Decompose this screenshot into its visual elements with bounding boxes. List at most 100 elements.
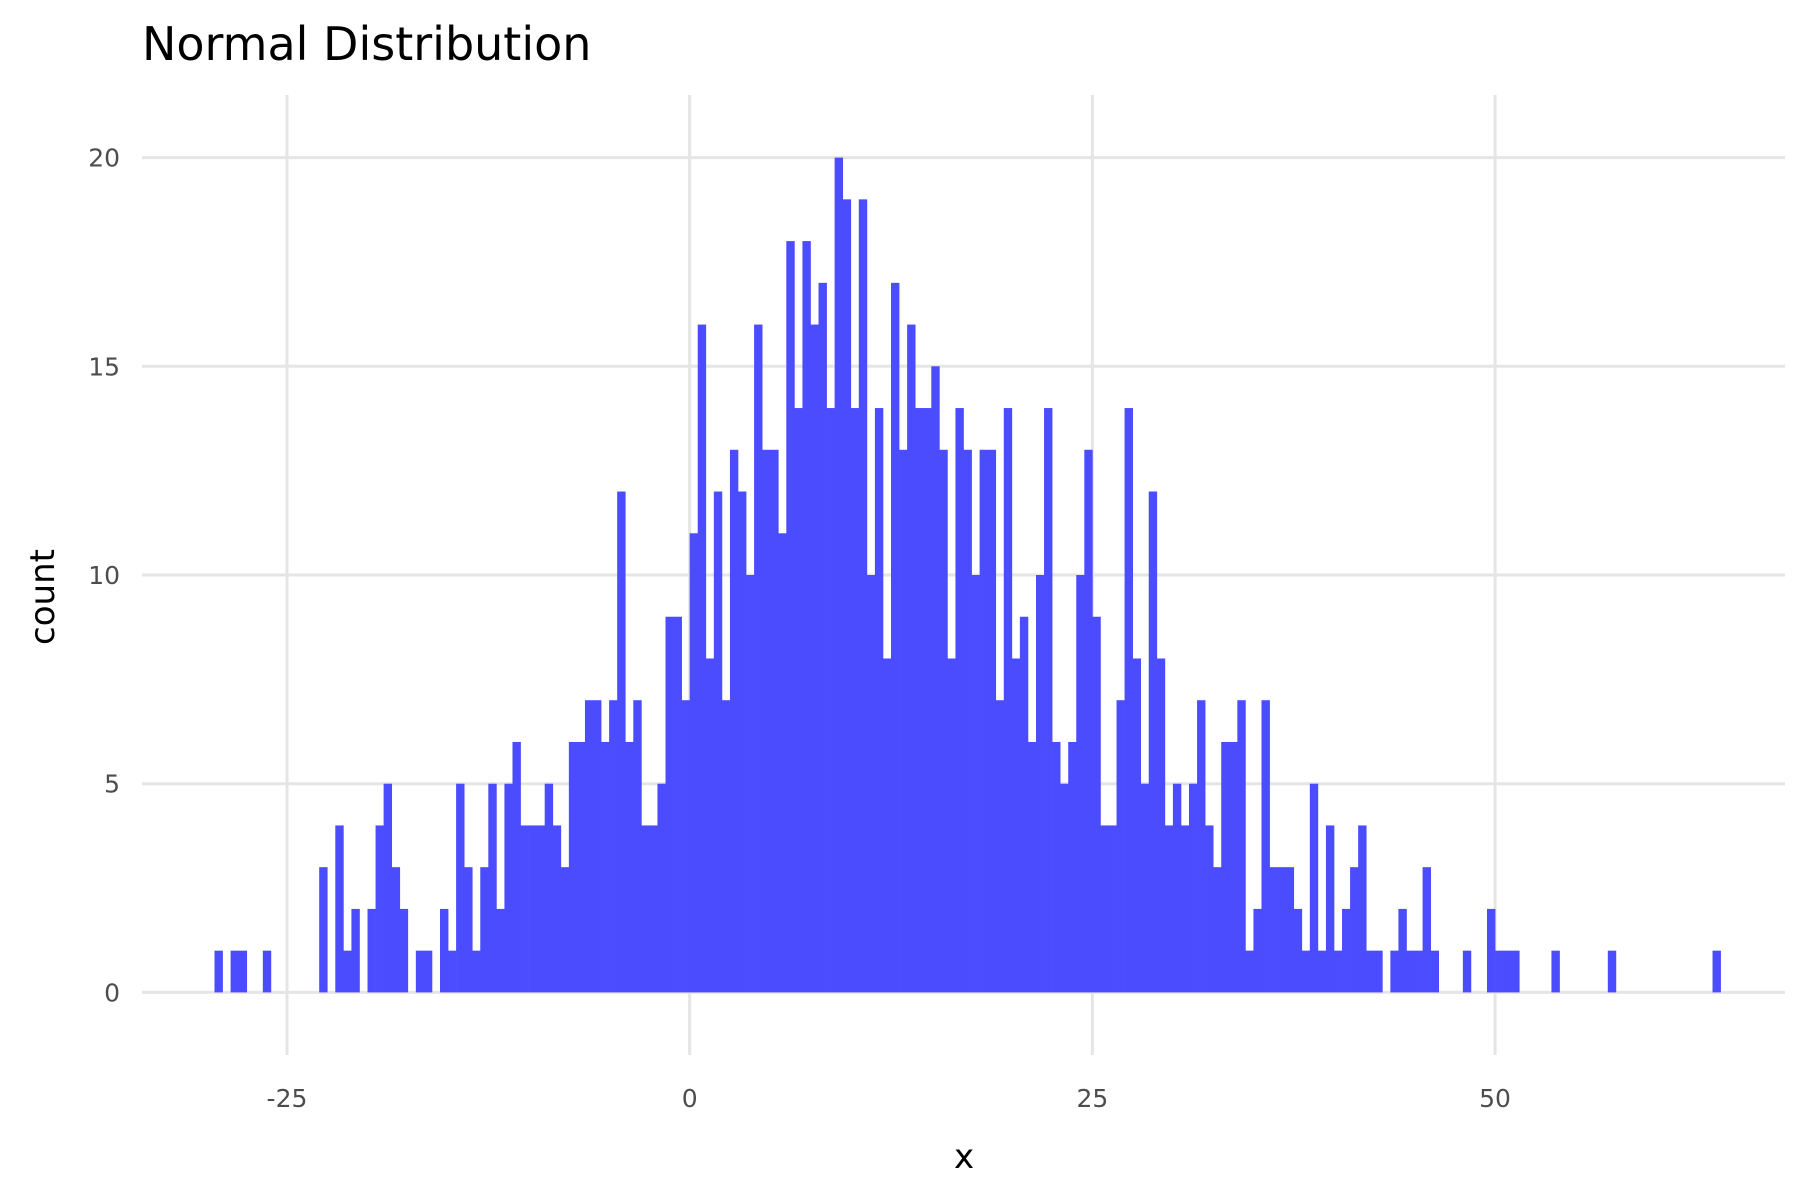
histogram-bar [1019,616,1029,993]
histogram-bar [1172,783,1182,993]
histogram-bar [971,575,980,993]
histogram-bar [1100,825,1109,993]
histogram-bars [214,157,1721,993]
histogram-bar [1503,950,1512,993]
histogram-bar [818,282,827,993]
histogram-bar [987,449,997,993]
histogram-bar [907,324,916,993]
histogram-bar [1285,867,1295,993]
histogram-bar [794,408,803,993]
histogram-bar [625,741,634,993]
histogram-bar [1398,908,1407,993]
histogram-bar [351,908,360,993]
histogram-bar [560,867,570,993]
histogram-bar [1027,741,1037,993]
histogram-bar [1309,783,1319,993]
histogram-bar [891,282,900,993]
histogram-bar [786,241,795,993]
histogram-bar [464,867,473,993]
histogram-bar [713,491,723,993]
histogram-bar [423,950,433,993]
histogram-bar [729,449,739,993]
histogram-bar [552,825,562,993]
histogram-bar [882,658,892,993]
histogram-bar [383,783,393,993]
y-tick-label: 15 [88,352,120,381]
histogram-bar [770,449,779,993]
x-axis-ticks: -25 0 25 50 [267,1084,1511,1113]
y-tick-label: 5 [104,770,120,799]
histogram-bar [367,908,376,993]
histogram-bar [1422,867,1431,993]
histogram-bar [665,616,674,993]
histogram-bar [1366,950,1375,993]
histogram-bar [1253,908,1262,993]
histogram-bar [1132,658,1142,993]
histogram-bar [399,908,409,993]
histogram-bar [1245,950,1254,993]
histogram-bar [1342,908,1351,993]
histogram-bar [1325,825,1335,993]
histogram-bar [1301,950,1311,993]
histogram-bar [1430,950,1440,993]
histogram-bar [939,449,948,993]
histogram-bar [899,449,908,993]
histogram-bar [1406,950,1415,993]
histogram-bar [1164,825,1174,993]
histogram-bar [931,366,940,993]
histogram-bar [480,867,489,993]
histogram-bar [834,157,844,993]
histogram-bar [1108,825,1117,993]
histogram-bar [415,950,425,993]
histogram-bar [1076,575,1085,993]
histogram-bar [1221,741,1230,993]
histogram-bar [1495,950,1504,993]
chart-title: Normal Distribution [142,17,591,71]
histogram-bar [737,491,747,993]
histogram-bar [262,950,272,993]
histogram-bar [1116,700,1125,993]
histogram-bar [810,324,819,993]
histogram-bar [1197,700,1206,993]
y-tick-label: 20 [88,144,120,173]
histogram-bar [858,199,868,993]
histogram-bar [1140,783,1150,993]
histogram-bar [1712,950,1721,993]
histogram-bar [1011,658,1021,993]
histogram-bar [617,491,626,993]
histogram-bar [1414,950,1423,993]
histogram-bar [1374,950,1383,993]
histogram-bar [874,408,884,993]
histogram-bar [1511,950,1520,993]
histogram-bar [1261,700,1270,993]
histogram-bar [705,658,715,993]
histogram-bar [673,616,682,993]
histogram-bar [826,408,835,993]
histogram-bar [584,700,594,993]
y-axis-title: count [23,549,63,645]
histogram-bar [391,867,401,993]
histogram-bar [1044,408,1053,993]
histogram-bar [1035,575,1045,993]
histogram-bar [601,741,610,993]
histogram-bar [754,324,763,993]
histogram-bar [512,741,521,993]
histogram-bar [681,700,691,993]
histogram-bar [1462,950,1472,993]
histogram-bar [802,241,811,993]
histogram-bar [593,700,602,993]
histogram-bar [343,950,352,993]
histogram-bar [1189,783,1198,993]
histogram-bar [633,700,642,993]
histogram-bar [576,741,586,993]
histogram-bar [488,783,497,993]
histogram-bar [1084,449,1093,993]
x-tick-label: 0 [682,1084,698,1113]
histogram-bar [1180,825,1190,993]
histogram-bar [504,783,513,993]
histogram-bar [1148,491,1158,993]
histogram-bar [1092,616,1101,993]
histogram-bar [955,408,964,993]
histogram-bar [1269,867,1278,993]
